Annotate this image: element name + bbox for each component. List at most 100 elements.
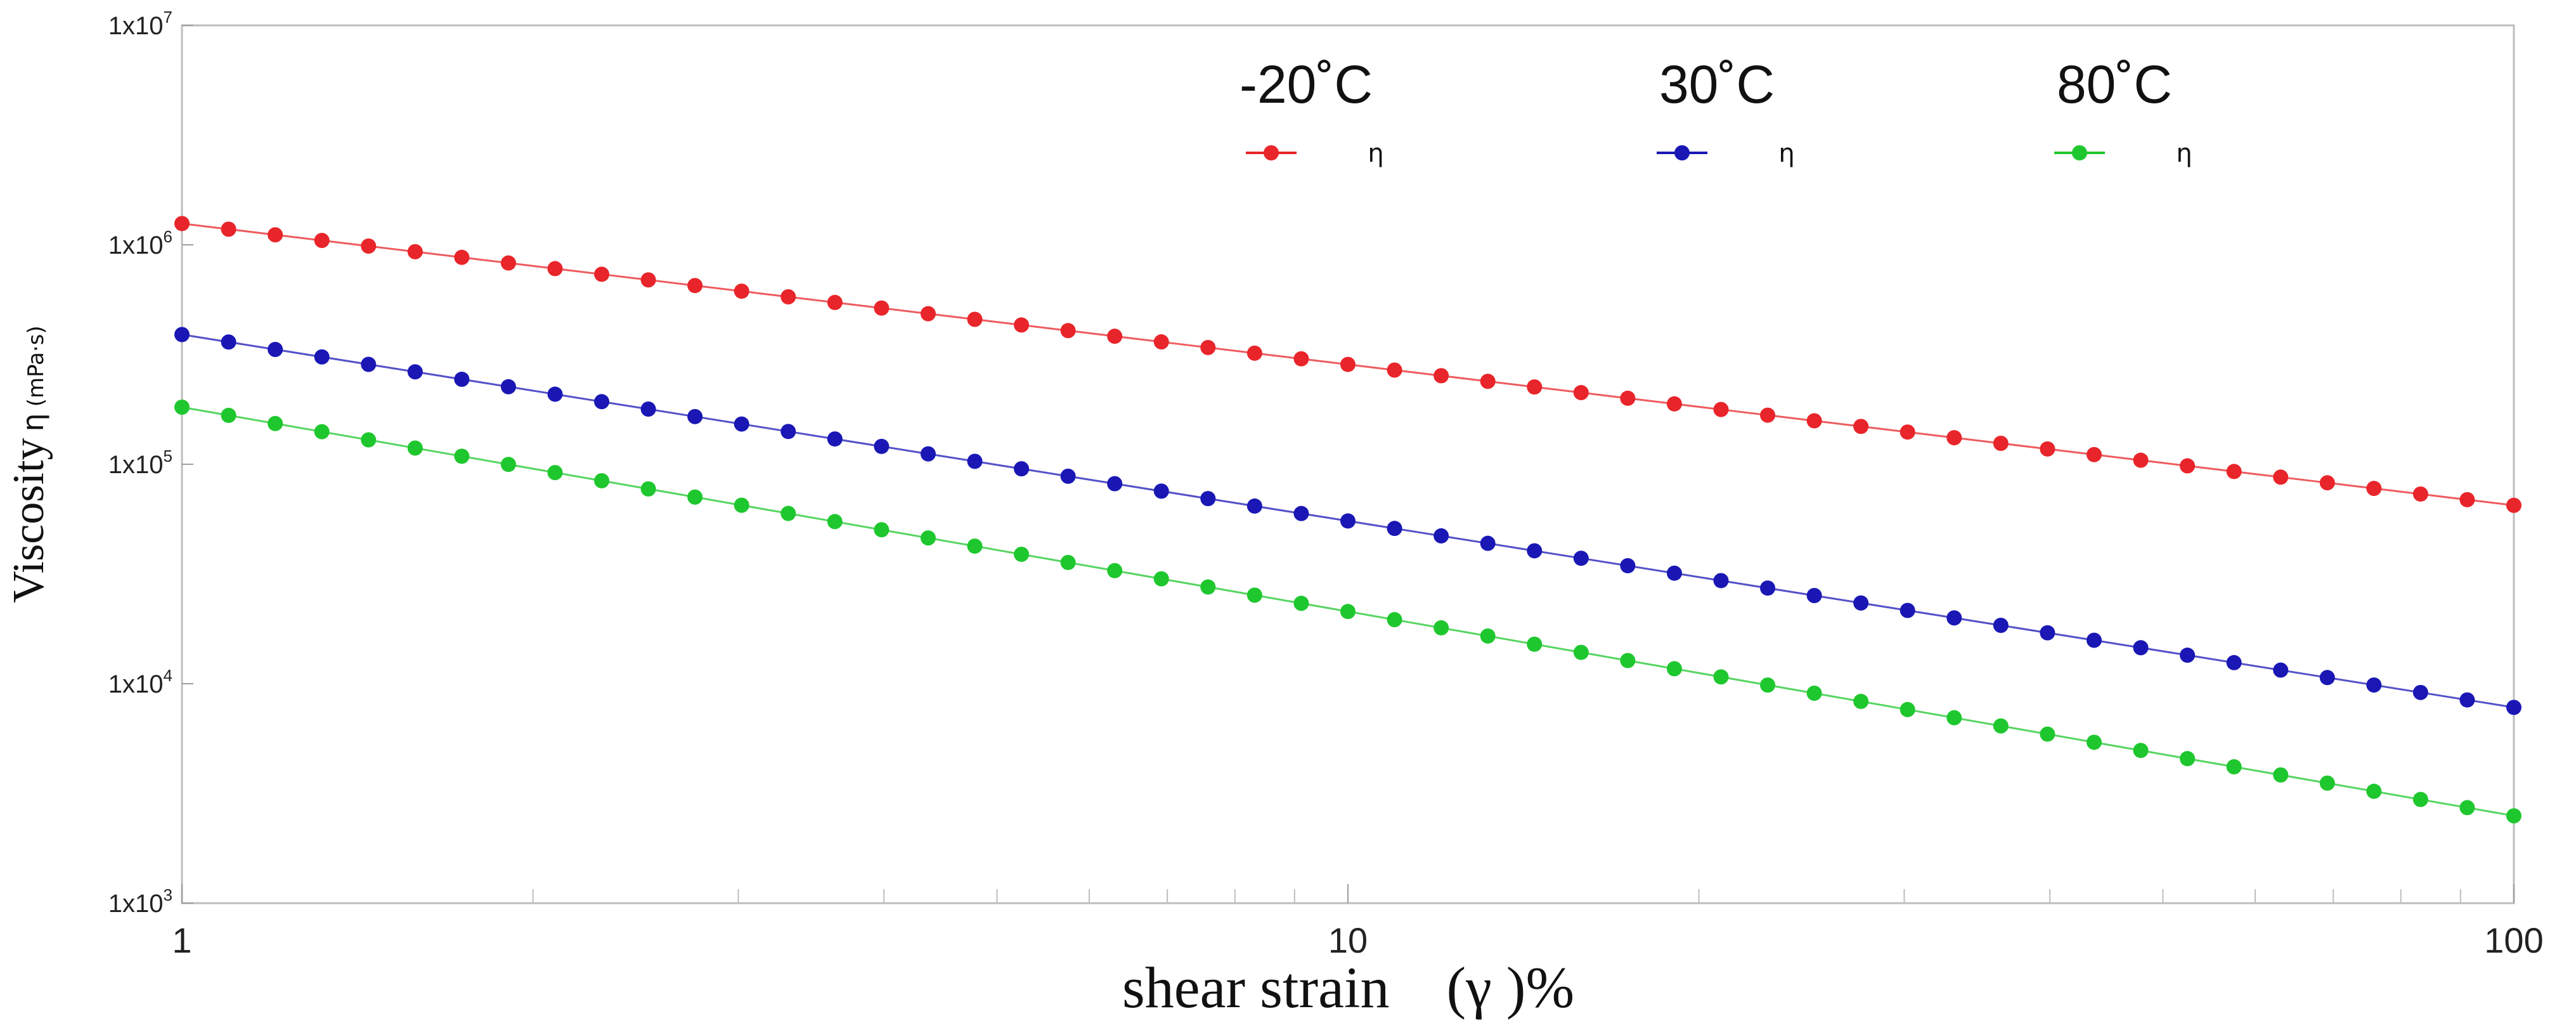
data-point xyxy=(1946,710,1962,726)
data-point xyxy=(1060,468,1076,484)
data-point xyxy=(1480,535,1496,551)
data-point xyxy=(1527,379,1543,395)
data-point xyxy=(221,221,236,237)
data-point xyxy=(500,379,516,394)
data-point xyxy=(780,289,796,304)
data-point xyxy=(734,497,749,513)
y-axis-title-unit: (mPa·s) xyxy=(23,325,49,407)
y-tick-label: 1x104 xyxy=(108,666,172,698)
data-point xyxy=(874,300,890,316)
data-point xyxy=(2366,783,2382,799)
data-point xyxy=(221,407,236,423)
data-point xyxy=(2366,481,2382,497)
y-tick-label: 1x106 xyxy=(108,227,172,259)
data-point xyxy=(1993,618,2009,634)
data-point xyxy=(1014,317,1030,333)
data-point xyxy=(2180,458,2196,474)
data-point xyxy=(1946,610,1962,626)
data-point xyxy=(1806,587,1822,603)
data-point xyxy=(1527,636,1543,652)
data-point xyxy=(1713,669,1729,685)
data-point xyxy=(500,255,516,271)
data-point xyxy=(874,438,890,454)
data-point xyxy=(361,432,377,448)
data-point xyxy=(314,233,330,249)
data-point xyxy=(547,261,563,277)
data-point xyxy=(2040,625,2055,641)
data-point xyxy=(827,431,843,447)
data-point xyxy=(1153,334,1169,350)
legend-symbol: η xyxy=(1778,139,1794,168)
legend-marker xyxy=(1674,145,1690,160)
data-point xyxy=(454,249,470,265)
y-axis-title: Viscosity η (mPa·s) xyxy=(4,325,53,603)
data-point xyxy=(2412,684,2428,700)
data-point xyxy=(1666,396,1682,412)
data-point xyxy=(547,465,563,481)
data-point xyxy=(268,415,283,431)
data-point xyxy=(2506,497,2521,513)
data-point xyxy=(1480,628,1496,644)
data-point xyxy=(1200,579,1216,595)
data-point xyxy=(2086,632,2102,648)
data-point xyxy=(314,424,330,440)
plot-frame xyxy=(181,24,2515,904)
data-point xyxy=(920,446,936,462)
data-point xyxy=(500,457,516,473)
data-point xyxy=(2506,808,2521,824)
data-point xyxy=(1620,653,1636,668)
data-point xyxy=(1900,603,1915,618)
data-point xyxy=(2319,670,2335,686)
data-point xyxy=(827,514,843,530)
data-point xyxy=(2226,759,2242,774)
data-point xyxy=(1387,362,1402,378)
data-point xyxy=(687,489,703,505)
data-point xyxy=(1713,573,1729,589)
data-point xyxy=(1527,543,1543,559)
data-point xyxy=(1760,407,1776,423)
x-axis-title-text: shear strain xyxy=(1122,955,1390,1020)
data-point xyxy=(2040,726,2055,742)
data-point xyxy=(1900,424,1915,440)
data-point xyxy=(2366,677,2382,693)
data-point xyxy=(1853,693,1869,709)
data-point xyxy=(1900,701,1915,717)
data-point xyxy=(1993,435,2009,451)
data-point xyxy=(2133,452,2149,468)
data-point xyxy=(1246,587,1262,603)
data-point xyxy=(920,530,936,546)
series-2 xyxy=(174,400,2521,824)
data-point xyxy=(640,481,656,497)
data-point xyxy=(1200,491,1216,507)
data-point xyxy=(780,424,796,440)
data-point xyxy=(1060,554,1076,570)
data-point xyxy=(920,306,936,322)
legend-symbol: η xyxy=(1368,139,1383,168)
data-point xyxy=(361,356,377,372)
x-axis-title: shear strain (γ )% xyxy=(1122,955,1574,1020)
data-point xyxy=(2086,734,2102,750)
legend-label: 30˚C xyxy=(1659,55,1775,114)
data-point xyxy=(2133,743,2149,759)
y-axis-ticks: 1x103 1x104 1x105 1x106 1x107 xyxy=(108,8,193,918)
data-point xyxy=(2040,441,2055,457)
data-point xyxy=(1060,323,1076,339)
x-tick-label: 100 xyxy=(2484,920,2543,960)
data-point xyxy=(1387,521,1402,537)
data-point xyxy=(2180,751,2196,767)
data-point xyxy=(1107,563,1123,578)
data-point xyxy=(1573,385,1589,401)
series-layer xyxy=(174,216,2521,824)
data-point xyxy=(2180,648,2196,663)
data-point xyxy=(2273,767,2289,783)
x-axis-title-symbol: (γ )% xyxy=(1447,955,1575,1020)
data-point xyxy=(547,386,563,402)
data-point xyxy=(2086,447,2102,462)
y-tick-label: 1x105 xyxy=(108,447,172,479)
data-point xyxy=(174,327,190,342)
data-point xyxy=(1666,661,1682,677)
data-point xyxy=(687,408,703,424)
y-axis-title-text: Viscosity xyxy=(4,438,53,603)
